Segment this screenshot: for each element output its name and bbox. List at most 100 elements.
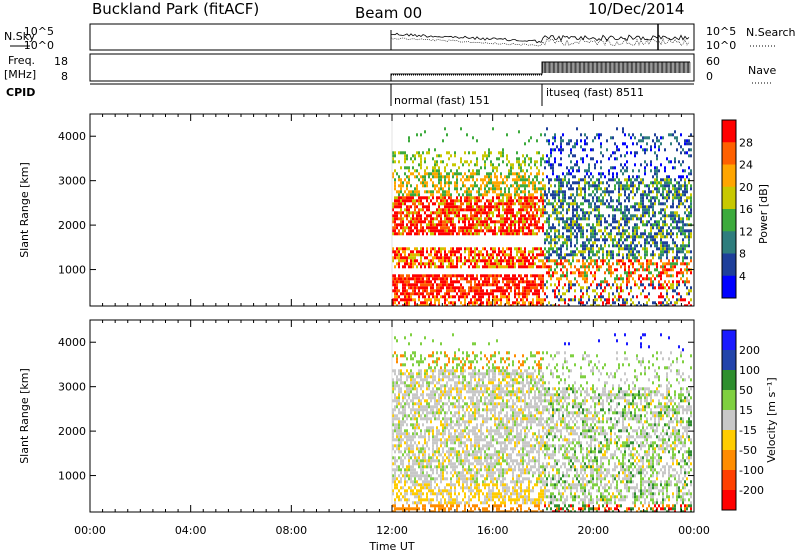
power-cell xyxy=(498,286,500,290)
freq-panel: Freq. [MHz] 18 8 60 0 Nave xyxy=(4,53,776,84)
power-cell xyxy=(670,160,672,164)
power-cell xyxy=(416,223,418,227)
power-cell xyxy=(438,166,440,170)
power-cell xyxy=(406,283,408,287)
power-cell xyxy=(450,283,452,287)
power-cell xyxy=(624,214,626,218)
power-cell xyxy=(562,178,564,182)
power-cell xyxy=(640,235,642,239)
velocity-cell xyxy=(400,471,402,475)
power-cell xyxy=(564,175,566,179)
power-cell xyxy=(516,160,518,164)
power-cell xyxy=(566,259,568,263)
power-cell xyxy=(554,160,556,164)
power-cell xyxy=(544,241,546,245)
power-cell xyxy=(426,292,428,296)
power-cell xyxy=(406,226,408,230)
power-cell xyxy=(680,193,682,197)
power-cell xyxy=(520,274,522,278)
power-cell xyxy=(408,193,410,197)
power-cell xyxy=(444,199,446,203)
power-cell xyxy=(668,187,670,191)
power-cell xyxy=(620,211,622,215)
power-cell xyxy=(482,247,484,251)
power-cell xyxy=(462,184,464,188)
power-cell xyxy=(482,289,484,293)
power-cell xyxy=(556,229,558,233)
velocity-cell xyxy=(396,486,398,490)
power-cell xyxy=(576,217,578,221)
power-cell xyxy=(614,277,616,281)
power-cell xyxy=(434,175,436,179)
power-cell xyxy=(468,220,470,224)
power-cell xyxy=(568,238,570,242)
power-cell xyxy=(646,148,648,152)
power-cell xyxy=(568,142,570,146)
power-cell xyxy=(574,283,576,287)
power-cell xyxy=(648,220,650,224)
power-cell xyxy=(584,211,586,215)
power-cell xyxy=(556,247,558,251)
power-cell xyxy=(424,265,426,269)
power-cell xyxy=(568,178,570,182)
power-cell xyxy=(638,277,640,281)
power-cell xyxy=(664,241,666,245)
power-cell xyxy=(600,217,602,221)
power-cell xyxy=(532,217,534,221)
power-cell xyxy=(584,142,586,146)
power-cell xyxy=(410,232,412,236)
power-cell xyxy=(442,295,444,299)
power-cell xyxy=(684,211,686,215)
power-cell xyxy=(636,178,638,182)
power-cell xyxy=(524,178,526,182)
power-cell xyxy=(686,277,688,281)
power-cell xyxy=(596,178,598,182)
power-cell xyxy=(520,169,522,173)
power-cell xyxy=(584,244,586,248)
power-cell xyxy=(468,259,470,263)
power-cell xyxy=(522,226,524,230)
power-cell xyxy=(396,202,398,206)
velocity-cell xyxy=(400,459,402,463)
power-cell xyxy=(418,292,420,296)
power-cell xyxy=(646,259,648,263)
power-cell xyxy=(670,262,672,266)
velocity-cell xyxy=(406,468,408,472)
power-cell xyxy=(444,205,446,209)
power-cell xyxy=(484,154,486,158)
power-cell xyxy=(590,184,592,188)
power-cell xyxy=(412,250,414,254)
power-cell xyxy=(542,301,544,305)
power-cell xyxy=(438,247,440,251)
power-cell xyxy=(558,175,560,179)
power-cell xyxy=(494,181,496,185)
power-cell xyxy=(462,193,464,197)
power-cell xyxy=(596,190,598,194)
power-cell xyxy=(510,196,512,200)
power-cell xyxy=(398,193,400,197)
velocity-cell xyxy=(392,489,394,493)
power-cell xyxy=(532,301,534,305)
power-cell xyxy=(484,274,486,278)
power-cell xyxy=(570,238,572,242)
power-cell xyxy=(518,175,520,179)
velocity-cell xyxy=(410,441,412,445)
power-cell xyxy=(658,226,660,230)
power-cell xyxy=(564,265,566,269)
power-cell xyxy=(512,259,514,263)
power-cell xyxy=(504,208,506,212)
power-cell xyxy=(662,268,664,272)
power-cell xyxy=(436,196,438,200)
power-cell xyxy=(672,220,674,224)
power-cell xyxy=(598,133,600,137)
power-cell xyxy=(550,166,552,170)
power-cell xyxy=(418,196,420,200)
velocity-cell xyxy=(394,480,396,484)
velocity-cell xyxy=(412,474,414,478)
power-cell xyxy=(634,232,636,236)
power-cell xyxy=(688,211,690,215)
power-cell xyxy=(574,277,576,281)
power-cell xyxy=(678,217,680,221)
power-cell xyxy=(474,292,476,296)
power-cell xyxy=(534,292,536,296)
